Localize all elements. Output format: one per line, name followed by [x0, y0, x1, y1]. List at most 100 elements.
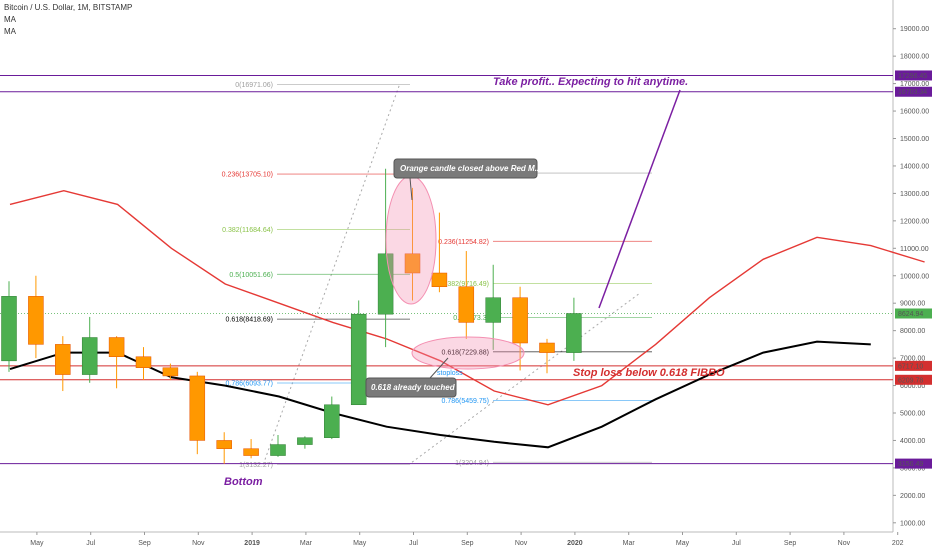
candle-body: [485, 297, 501, 323]
fib-right-level-label: 0.786(5459.75): [442, 398, 489, 405]
x-tick-label: Sep: [784, 540, 797, 547]
y-tick-label: 3000.00: [900, 465, 925, 472]
candle-body: [566, 313, 582, 353]
y-tick-label: 5000.00: [900, 411, 925, 418]
fib-right-trendline: [411, 292, 641, 463]
candle-body: [135, 356, 152, 368]
candle: [189, 371, 206, 455]
x-tick-label: May: [676, 540, 690, 547]
candle: [566, 297, 582, 361]
price-tag-bg: [895, 458, 932, 469]
x-tick-label: 202: [892, 540, 904, 547]
price-tag-bg: [895, 70, 932, 81]
x-tick-label: Sep: [138, 540, 151, 547]
candle: [28, 275, 44, 359]
fib-left-level-label: 1(3132.27): [239, 462, 273, 469]
candle: [297, 436, 313, 449]
candle-body: [216, 440, 232, 449]
candle: [431, 212, 448, 293]
highlight-ellipse-top: [385, 175, 437, 305]
candle-body: [539, 342, 555, 353]
candle-body: [55, 344, 71, 375]
y-tick-label: 15000.00: [900, 136, 929, 143]
candle-body: [108, 337, 125, 357]
price-tag-label: 17296.45: [898, 73, 927, 80]
fib-left-level-label: 0.618(8418.69): [226, 317, 273, 324]
callout-box-orange-candle: [393, 158, 538, 179]
price-tag-label: 16703.34: [898, 89, 927, 96]
price-tag-label: 6717.10: [898, 363, 923, 370]
y-tick-label: 17000.00: [900, 81, 929, 88]
candle: [135, 347, 152, 381]
callout-orange-candle: Orange candle closed above Red M.A: [400, 164, 543, 173]
candle: [162, 363, 179, 381]
moving-average-red: [9, 189, 925, 406]
take-profit-annotation: Take profit.. Expecting to hit anytime.: [493, 76, 688, 88]
fib-right-level-label: 0.382(9716.49): [442, 281, 489, 288]
price-tag-bg: [895, 374, 932, 385]
candle: [350, 300, 367, 406]
candle-body: [28, 296, 44, 345]
y-tick-label: 4000.00: [900, 438, 925, 445]
candle-body: [1, 296, 17, 362]
x-tick-label: Jul: [86, 540, 95, 547]
y-tick-label: 1000.00: [900, 520, 925, 527]
candle-body: [189, 375, 206, 441]
candle-body: [458, 286, 475, 323]
x-tick-label: Nov: [515, 540, 528, 547]
y-tick-label: 16000.00: [900, 109, 929, 116]
candle-body: [404, 253, 421, 274]
y-tick-label: 8000.00: [900, 328, 925, 335]
chart-symbol-title: Bitcoin / U.S. Dollar, 1M, BITSTAMP: [4, 3, 133, 12]
y-tick-label: 6000.00: [900, 383, 925, 390]
fib-left-level-label: 0.5(10051.66): [229, 272, 273, 279]
y-tick-label: 11000.00: [900, 246, 929, 253]
moving-average-black: [9, 340, 871, 449]
candle: [243, 439, 259, 459]
fib-right-level-label: 0.618(7229.88): [442, 349, 489, 356]
last-price-tag-bg: [895, 308, 932, 319]
y-tick-label: 2000.00: [900, 493, 925, 500]
x-tick-label: 2020: [567, 540, 583, 547]
fib-left-level-label: 0(16971.06): [235, 82, 273, 89]
candle: [216, 432, 232, 464]
y-tick-label: 14000.00: [900, 163, 929, 170]
fib-right-level-label: 0.236(11254.82): [438, 239, 489, 246]
candle-body: [324, 404, 340, 438]
callout-pointer: [429, 357, 449, 379]
fib-left-level-label: 0.786(6093.77): [226, 380, 273, 387]
indicator-ma-2[interactable]: MA: [4, 27, 16, 36]
highlight-ellipse-fib: [411, 336, 525, 370]
candle-body: [243, 448, 259, 456]
x-tick-label: May: [353, 540, 367, 547]
y-tick-label: 10000.00: [900, 273, 929, 280]
x-tick-label: 2019: [244, 540, 260, 547]
price-tag-label: 6209.78: [898, 377, 923, 384]
y-tick-label: 7000.00: [900, 356, 925, 363]
candle: [512, 286, 528, 371]
x-tick-label: Nov: [192, 540, 205, 547]
price-tag-label: 3156.49: [898, 461, 923, 468]
candle-body: [512, 297, 528, 344]
candle: [539, 338, 555, 374]
candle: [81, 316, 98, 383]
candle-body: [297, 437, 313, 445]
projection-line: [598, 89, 681, 309]
x-tick-label: Jul: [732, 540, 741, 547]
fib-left-level-label: 0.382(11684.64): [222, 227, 273, 234]
indicator-ma-1[interactable]: MA: [4, 15, 16, 24]
x-tick-label: Mar: [300, 540, 313, 547]
candle: [108, 336, 125, 389]
candle: [1, 281, 17, 372]
bottom-annotation: Bottom: [224, 476, 263, 488]
price-tag-bg: [895, 86, 932, 97]
x-tick-label: Sep: [461, 540, 474, 547]
price-tag-bg: [895, 360, 932, 371]
callout-pointer: [409, 177, 413, 201]
last-price-tag-label: 8624.94: [898, 311, 923, 318]
callout-already-touched: 0.618 already touched: [371, 383, 456, 392]
y-tick-label: 19000.00: [900, 26, 929, 33]
fib-left-level-label: 0.236(13705.10): [222, 172, 273, 179]
candle: [404, 187, 421, 301]
